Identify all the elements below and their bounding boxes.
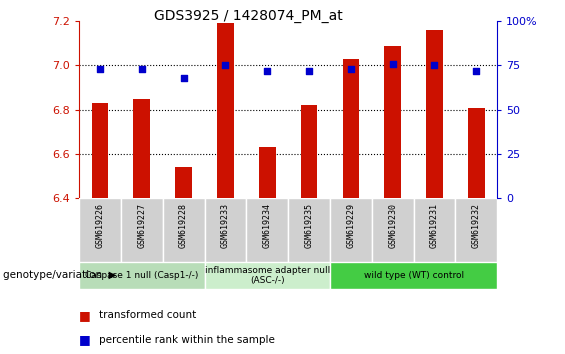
Bar — [426, 30, 443, 198]
Point — [179, 75, 188, 81]
Text: GDS3925 / 1428074_PM_at: GDS3925 / 1428074_PM_at — [154, 9, 343, 23]
Text: GSM619232: GSM619232 — [472, 203, 481, 249]
Bar — [79, 198, 121, 262]
Bar — [330, 262, 497, 289]
Bar — [301, 105, 318, 198]
Point — [472, 68, 481, 74]
Bar — [205, 262, 330, 289]
Bar — [133, 99, 150, 198]
Bar — [205, 198, 246, 262]
Bar — [175, 167, 192, 198]
Text: percentile rank within the sample: percentile rank within the sample — [99, 335, 275, 345]
Bar — [384, 46, 401, 198]
Text: GSM619226: GSM619226 — [95, 203, 105, 249]
Point — [137, 66, 146, 72]
Point — [305, 68, 314, 74]
Point — [388, 61, 397, 67]
Point — [95, 66, 105, 72]
Text: inflammasome adapter null
(ASC-/-): inflammasome adapter null (ASC-/-) — [205, 266, 330, 285]
Text: Caspase 1 null (Casp1-/-): Caspase 1 null (Casp1-/-) — [85, 271, 198, 280]
Text: genotype/variation  ▶: genotype/variation ▶ — [3, 270, 116, 280]
Bar — [372, 198, 414, 262]
Bar — [79, 262, 205, 289]
Text: GSM619230: GSM619230 — [388, 203, 397, 249]
Point — [430, 63, 439, 68]
Text: GSM619229: GSM619229 — [346, 203, 355, 249]
Text: GSM619235: GSM619235 — [305, 203, 314, 249]
Bar — [92, 103, 108, 198]
Point — [221, 63, 230, 68]
Bar — [259, 147, 276, 198]
Bar — [121, 198, 163, 262]
Text: GSM619234: GSM619234 — [263, 203, 272, 249]
Bar — [455, 198, 497, 262]
Text: GSM619231: GSM619231 — [430, 203, 439, 249]
Text: GSM619233: GSM619233 — [221, 203, 230, 249]
Bar — [468, 108, 485, 198]
Bar — [330, 198, 372, 262]
Text: ■: ■ — [79, 309, 91, 321]
Bar — [163, 198, 205, 262]
Bar — [217, 23, 234, 198]
Text: transformed count: transformed count — [99, 310, 196, 320]
Text: GSM619228: GSM619228 — [179, 203, 188, 249]
Bar — [342, 59, 359, 198]
Text: GSM619227: GSM619227 — [137, 203, 146, 249]
Point — [263, 68, 272, 74]
Point — [346, 66, 355, 72]
Bar — [288, 198, 330, 262]
Bar — [414, 198, 455, 262]
Bar — [246, 198, 288, 262]
Text: ■: ■ — [79, 333, 91, 346]
Text: wild type (WT) control: wild type (WT) control — [363, 271, 464, 280]
